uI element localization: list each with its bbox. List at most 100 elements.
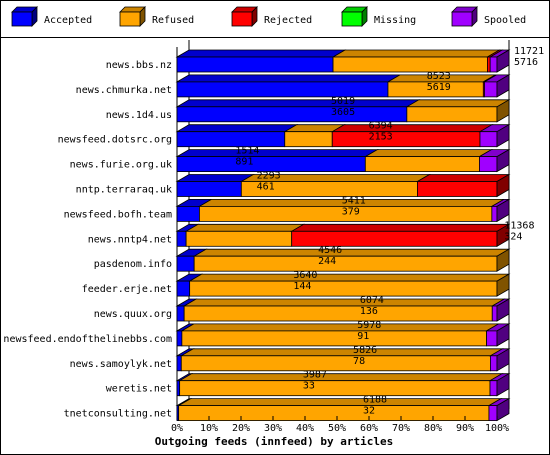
bar-segment-accepted	[176, 156, 366, 173]
bar-segment-rejected	[331, 131, 481, 148]
bar-segment-spooled	[479, 156, 498, 173]
legend: Accepted Refused Rejected Missing Spooled	[11, 6, 526, 27]
bar-row-news-samoylyk-net	[175, 348, 511, 372]
x-axis-title: Outgoing feeds (innfeed) by articles	[155, 435, 393, 448]
bar-top-accepted	[175, 99, 421, 108]
category-label: news.quux.org	[94, 309, 172, 320]
bar-top-refused	[188, 273, 511, 282]
category-label: news.furie.org.uk	[70, 160, 172, 171]
bar-segment-refused	[332, 56, 488, 73]
bar-side-spooled	[496, 348, 510, 372]
legend-swatch-rejected	[231, 11, 253, 27]
legend-label-refused: Refused	[152, 15, 194, 26]
bar-segment-accepted	[176, 106, 408, 123]
bar-segment-refused	[178, 405, 490, 422]
bar-side-spooled	[496, 323, 510, 347]
bar-row-news-bbs-nz	[175, 49, 511, 73]
bar-top-accepted	[175, 74, 402, 83]
x-tick-label: 80%	[424, 423, 442, 434]
category-label: weretis.net	[106, 384, 172, 395]
bar-segment-spooled	[486, 330, 498, 347]
bar-segment-accepted	[176, 280, 191, 297]
category-label: newsfeed.dotsrc.org	[58, 135, 172, 146]
value-label-total: 5411	[342, 195, 366, 206]
bar-side-spooled	[496, 373, 510, 397]
bar-top-accepted	[175, 174, 255, 182]
bar-top-refused	[331, 49, 501, 58]
category-label: feeder.erje.net	[82, 284, 172, 295]
bar-row-news-furie-org-uk	[175, 148, 511, 173]
category-labels: news.bbs.nz news.chmurka.net news.1d4.us ne…	[3, 60, 172, 420]
value-label-accepted: 461	[257, 182, 275, 193]
legend-label-rejected: Rejected	[264, 15, 312, 26]
bar-segment-accepted	[176, 355, 182, 372]
value-label-total: 11368	[504, 220, 534, 231]
value-label-accepted: 91	[357, 331, 369, 342]
bar-segment-rejected	[291, 230, 498, 247]
bar-side-spooled	[496, 124, 510, 148]
legend-swatch-accepted	[11, 11, 33, 27]
category-label: pasdenom.info	[94, 259, 172, 270]
value-label-accepted: 33	[303, 381, 315, 392]
bar-segment-refused	[193, 255, 498, 272]
legend-label-spooled: Spooled	[484, 15, 526, 26]
bar-top-refused	[405, 99, 511, 108]
value-label-total: 8523	[427, 71, 451, 82]
value-label-total: 1514	[235, 146, 259, 157]
bar-segment-accepted	[176, 81, 389, 98]
bar-segment-refused	[364, 156, 480, 173]
bar-side-spooled	[496, 397, 510, 422]
bars	[175, 49, 511, 422]
bar-row-tnetconsulting-net	[175, 397, 511, 422]
bar-top-refused	[179, 348, 504, 357]
legend-label-missing: Missing	[374, 15, 416, 26]
category-label: news.bbs.nz	[106, 60, 172, 71]
value-label-total: 5019	[331, 96, 355, 107]
value-label-total: 6394	[369, 121, 393, 132]
bar-segment-rejected	[417, 181, 498, 197]
bar-side-rejected	[496, 173, 510, 198]
x-tick-label: 40%	[296, 423, 314, 434]
legend-swatch-spooled	[451, 11, 473, 27]
value-label-total: 11721	[514, 46, 544, 57]
category-label: news.chmurka.net	[76, 85, 172, 96]
bar-side-spooled	[496, 298, 510, 322]
value-label-accepted: 144	[293, 281, 311, 292]
bar-side-spooled	[496, 49, 510, 73]
value-label-total: 3640	[293, 270, 317, 281]
bar-segment-spooled	[488, 405, 498, 422]
bar-segment-spooled	[489, 56, 498, 73]
bar-segment-accepted	[176, 305, 185, 322]
category-label: nntp.terraraq.uk	[76, 185, 172, 196]
bar-top-refused	[177, 398, 503, 407]
value-label-accepted: 3605	[331, 107, 355, 118]
bar-top-refused	[180, 323, 501, 332]
bar-top-accepted	[175, 49, 347, 58]
legend-label-accepted: Accepted	[44, 15, 92, 26]
x-axis: 0% 10% 20% 30% 40% 50% 60% 70% 80% 90% 100%	[171, 416, 509, 434]
bar-segment-refused	[284, 131, 333, 148]
category-label: news.samoylyk.net	[70, 359, 172, 370]
value-label-total: 6074	[360, 295, 384, 306]
bar-top-refused	[184, 223, 306, 232]
bar-top-rejected	[290, 223, 511, 232]
bar-row-weretis-net	[175, 373, 511, 397]
x-tick-label: 50%	[328, 423, 346, 434]
x-tick-label: 20%	[232, 423, 250, 434]
x-tick-label: 90%	[456, 423, 474, 434]
value-label-accepted: 379	[342, 206, 360, 217]
category-label: news.nntp4.net	[88, 234, 172, 245]
value-label-accepted: 5716	[514, 57, 538, 68]
value-label-accepted: 324	[504, 231, 522, 242]
bar-row-news-quux-org	[175, 298, 511, 322]
value-label-accepted: 2153	[369, 132, 393, 143]
value-label-total: 4546	[318, 245, 342, 256]
bar-top-refused	[192, 248, 511, 257]
bar-row-news-chmurka-net	[175, 74, 511, 98]
bar-row-pasdenom-info	[175, 248, 511, 272]
legend-swatch-refused	[119, 11, 141, 27]
bar-segment-spooled	[479, 131, 498, 148]
value-label-accepted: 32	[363, 406, 375, 417]
